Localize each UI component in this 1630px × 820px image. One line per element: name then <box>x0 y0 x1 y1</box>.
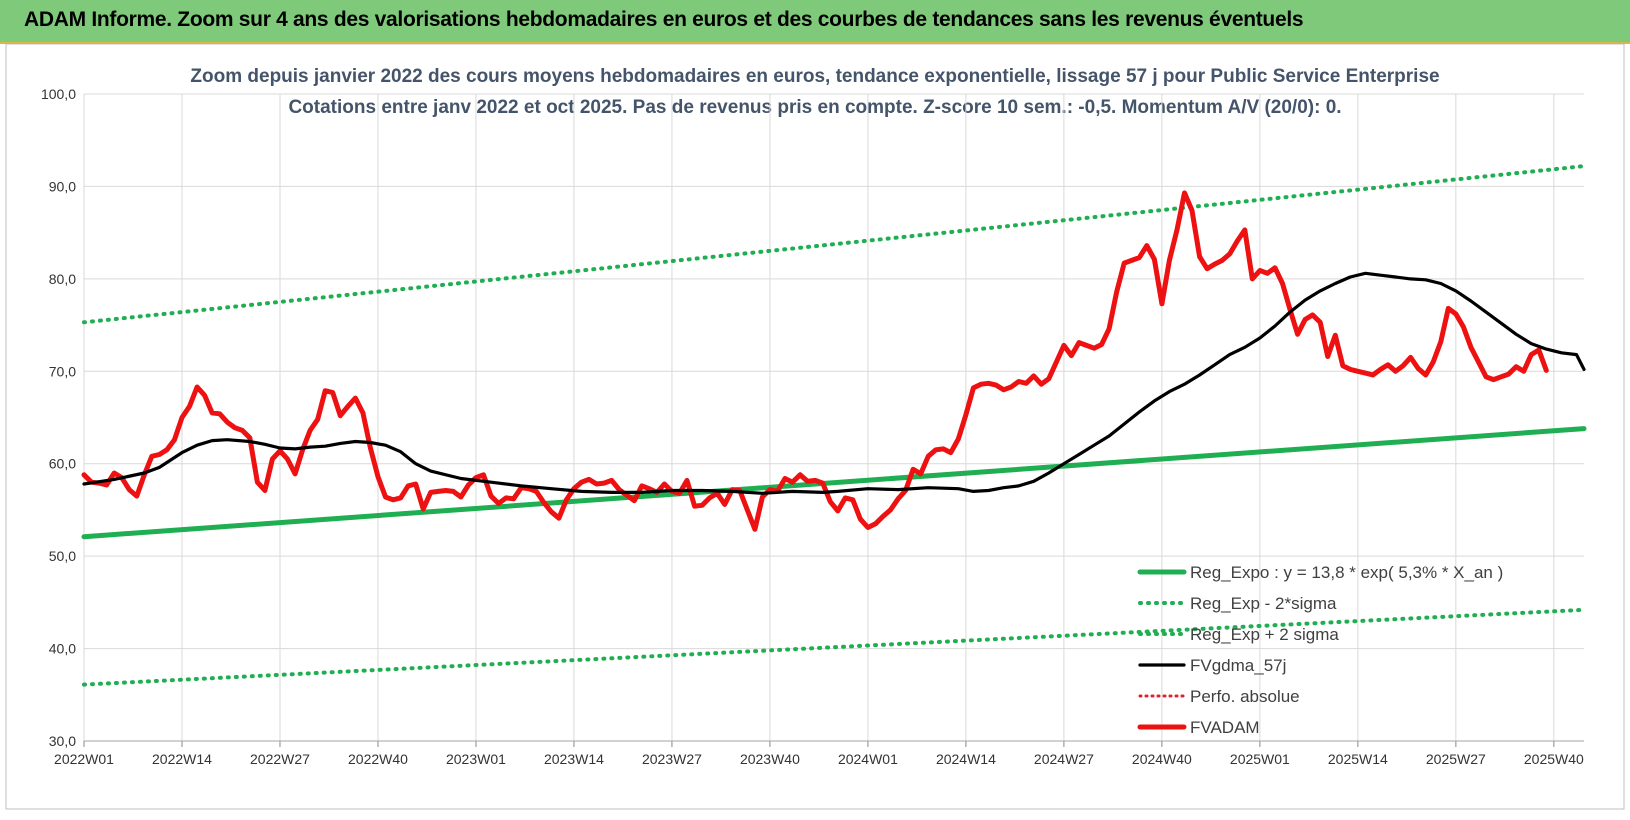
price-chart: Zoom depuis janvier 2022 des cours moyen… <box>0 43 1630 815</box>
chart-title: Zoom depuis janvier 2022 des cours moyen… <box>190 66 1439 87</box>
x-axis: 2022W01 2022W14 2022W27 2022W40 2023W01 2023W… <box>54 740 1584 767</box>
series-line-5 <box>81 190 1549 532</box>
x-tick-label: 2025W01 <box>1230 751 1290 767</box>
y-axis: 30,0 40,0 50,0 60,0 70,0 80,0 90,0 100,0 <box>41 86 76 749</box>
x-tick-label: 2025W14 <box>1328 751 1388 767</box>
y-tick-label: 70,0 <box>49 363 76 379</box>
x-tick-label: 2025W40 <box>1524 751 1584 767</box>
series-line-3 <box>82 271 1586 495</box>
x-tick-label: 2023W27 <box>642 751 702 767</box>
x-tick-label: 2022W01 <box>54 751 114 767</box>
report-title: ADAM Informe. Zoom sur 4 ans des valoris… <box>24 8 1304 31</box>
legend-label: Reg_Exp - 2*sigma <box>1190 594 1337 613</box>
x-tick-label: 2022W14 <box>152 751 212 767</box>
legend: Reg_Expo : y = 13,8 * exp( 5,3% * X_an )… <box>1137 563 1503 737</box>
x-tick-label: 2023W40 <box>740 751 800 767</box>
plot-area <box>81 164 1587 687</box>
series-line-0 <box>81 426 1587 540</box>
x-tick-label: 2024W40 <box>1132 751 1192 767</box>
legend-label: FVgdma_57j <box>1190 656 1286 675</box>
legend-label: Reg_Expo : y = 13,8 * exp( 5,3% * X_an ) <box>1190 563 1503 582</box>
x-tick-label: 2024W14 <box>936 751 996 767</box>
y-tick-label: 60,0 <box>49 456 76 472</box>
x-tick-label: 2023W14 <box>544 751 604 767</box>
chart-subtitle: Cotations entre janv 2022 et oct 2025. P… <box>288 97 1341 118</box>
chart-canvas: Zoom depuis janvier 2022 des cours moyen… <box>5 43 1625 810</box>
report-banner: ADAM Informe. Zoom sur 4 ans des valoris… <box>0 0 1630 44</box>
y-tick-label: 80,0 <box>49 271 76 287</box>
y-tick-label: 50,0 <box>49 548 76 564</box>
x-tick-label: 2024W01 <box>838 751 898 767</box>
y-tick-label: 30,0 <box>49 733 76 749</box>
series-line-1 <box>82 607 1586 687</box>
x-tick-label: 2023W01 <box>446 751 506 767</box>
legend-label: Perfo. absolue <box>1190 687 1300 706</box>
x-tick-label: 2024W27 <box>1034 751 1094 767</box>
legend-label: FVADAM <box>1190 718 1260 737</box>
legend-label: Reg_Exp + 2 sigma <box>1190 625 1339 644</box>
y-tick-label: 40,0 <box>49 641 76 657</box>
x-tick-label: 2025W27 <box>1426 751 1486 767</box>
x-tick-label: 2022W40 <box>348 751 408 767</box>
x-tick-label: 2022W27 <box>250 751 310 767</box>
series-line-2 <box>82 164 1586 325</box>
y-tick-label: 100,0 <box>41 86 76 102</box>
y-tick-label: 90,0 <box>49 178 76 194</box>
